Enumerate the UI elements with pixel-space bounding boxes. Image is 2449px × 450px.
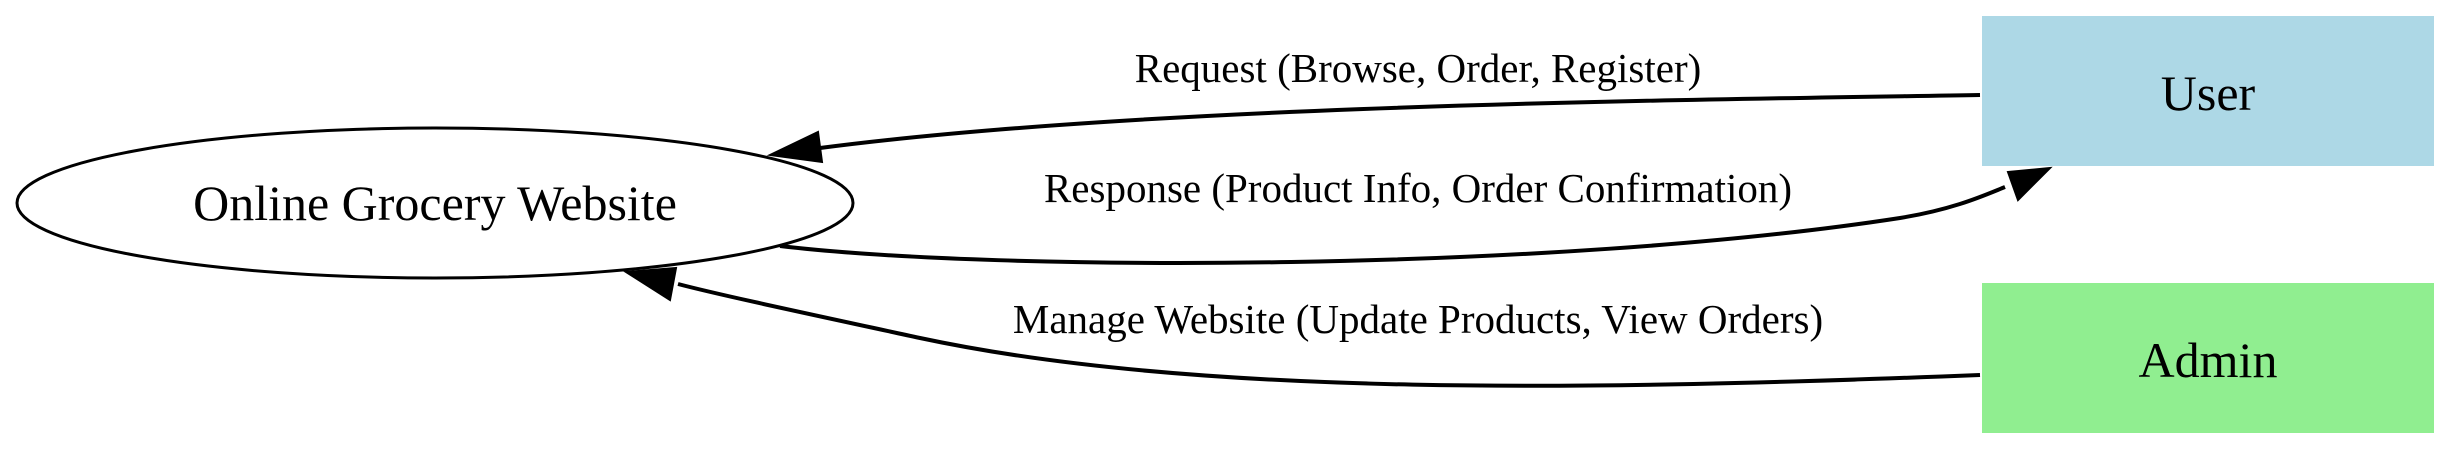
- edge-response: Response (Product Info, Order Confirmati…: [779, 165, 2053, 265]
- edge-request-arrowhead: [766, 130, 824, 164]
- edge-request-label: Request (Browse, Order, Register): [1135, 45, 1702, 91]
- edge-manage-line: [677, 282, 1981, 388]
- node-user: User: [1982, 16, 2434, 166]
- node-user-box: [1982, 16, 2434, 166]
- edge-manage-arrowhead: [622, 266, 678, 302]
- edge-manage-label: Manage Website (Update Products, View Or…: [1013, 296, 1823, 342]
- node-website-shape: [15, 126, 855, 280]
- edge-response-line: [779, 185, 2006, 265]
- edge-request: Request (Browse, Order, Register): [766, 45, 1981, 164]
- edge-response-label: Response (Product Info, Order Confirmati…: [1044, 165, 1792, 211]
- node-admin: Admin: [1982, 283, 2434, 433]
- edge-request-line: [819, 93, 1981, 150]
- node-website: Online Grocery Website: [15, 126, 855, 280]
- edge-manage: Manage Website (Update Products, View Or…: [622, 266, 1981, 388]
- edge-response-arrowhead: [2006, 166, 2053, 202]
- node-website-label: Online Grocery Website: [193, 175, 677, 231]
- node-admin-label: Admin: [2139, 332, 2278, 388]
- node-user-label: User: [2161, 65, 2256, 121]
- node-admin-box: [1982, 283, 2434, 433]
